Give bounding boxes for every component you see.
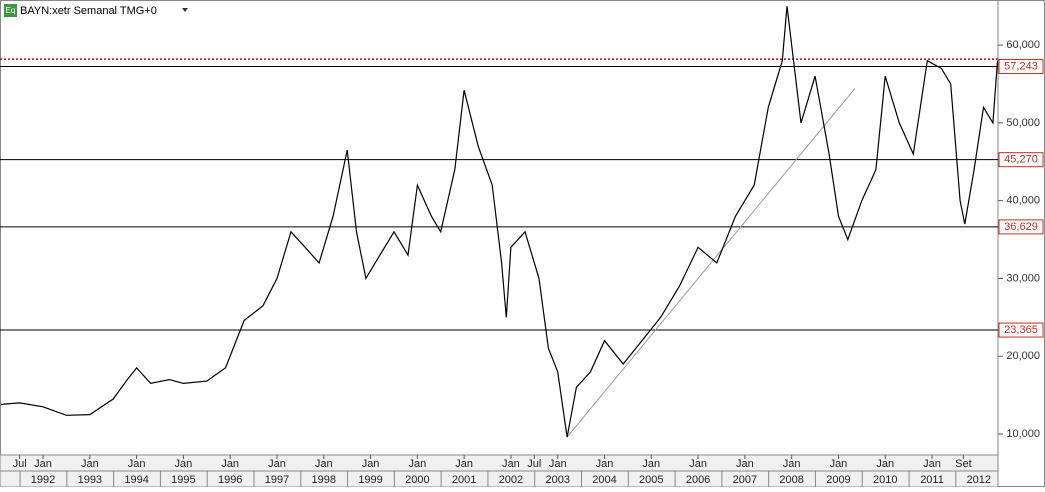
x-tick-label: Jan: [315, 458, 333, 470]
year-tick-label: 2002: [499, 474, 523, 486]
badge: [4, 4, 17, 17]
x-tick-label: Jan: [736, 458, 754, 470]
year-tick-label: 1996: [218, 474, 242, 486]
x-tick-label: Jan: [642, 458, 660, 470]
trendline: [566, 88, 856, 438]
year-tick-label: 1999: [358, 474, 382, 486]
year-tick-label: 2012: [967, 474, 991, 486]
level-box: [998, 322, 1044, 338]
y-tick-label: 10,000: [1006, 428, 1040, 440]
level-label: 57,243: [1004, 60, 1038, 72]
y-tick-label: 50,000: [1006, 117, 1040, 129]
x-tick-label: Jan: [268, 458, 286, 470]
year-tick-label: 1995: [171, 474, 195, 486]
level-box: [998, 219, 1044, 235]
year-tick-label: 1993: [78, 474, 102, 486]
year-tick-label: 1997: [265, 474, 289, 486]
x-tick-label: Jan: [408, 458, 426, 470]
x-tick-label: Jul: [13, 458, 27, 470]
year-tick-label: 2007: [733, 474, 757, 486]
year-tick-label: 1998: [312, 474, 336, 486]
year-tick-label: 2011: [920, 474, 944, 486]
year-tick-label: 2003: [545, 474, 569, 486]
x-tick-label: Jan: [81, 458, 99, 470]
x-tick-label: Jan: [34, 458, 52, 470]
x-tick-label: Jul: [527, 458, 541, 470]
year-tick-label: 2004: [592, 474, 616, 486]
y-tick-label: 30,000: [1006, 272, 1040, 284]
x-tick-label: Jan: [549, 458, 567, 470]
y-tick-label: 20,000: [1006, 350, 1040, 362]
x-tick-label: Jan: [455, 458, 473, 470]
year-tick-label: 2005: [639, 474, 663, 486]
x-tick-label: Jan: [221, 458, 239, 470]
x-tick-label: Jan: [362, 458, 380, 470]
level-box: [998, 59, 1044, 75]
level-box: [998, 152, 1044, 168]
symbol-title[interactable]: BAYN:xetr Semanal TMG+0: [20, 5, 157, 17]
year-tick-label: 2006: [686, 474, 710, 486]
x-tick-label: Jan: [128, 458, 146, 470]
y-tick-label: 40,000: [1006, 195, 1040, 207]
x-tick-label: Jan: [689, 458, 707, 470]
x-tick-label: Jan: [876, 458, 894, 470]
year-tick-label: 2009: [826, 474, 850, 486]
year-tick-label: 2008: [779, 474, 803, 486]
level-label: 23,365: [1004, 324, 1038, 336]
level-label: 36,629: [1004, 221, 1038, 233]
price-line: [0, 6, 999, 438]
year-tick-label: 1994: [124, 474, 148, 486]
x-tick-label: Jan: [175, 458, 193, 470]
x-tick-label: Jan: [596, 458, 614, 470]
x-tick-label: Set: [955, 458, 972, 470]
dropdown[interactable]: [182, 8, 188, 12]
x-tick-label: Jan: [502, 458, 520, 470]
x-tick-label: Jan: [783, 458, 801, 470]
year-tick-label: 2000: [405, 474, 429, 486]
year-tick-label: 2010: [873, 474, 897, 486]
badge-text: Eq: [6, 6, 16, 15]
year-tick-label: 1992: [31, 474, 55, 486]
y-tick-label: 60,000: [1006, 39, 1040, 51]
level-label: 45,270: [1004, 154, 1038, 166]
year-tick-label: 2001: [452, 474, 476, 486]
x-tick-label: Jan: [830, 458, 848, 470]
x-tick-label: Jan: [923, 458, 941, 470]
